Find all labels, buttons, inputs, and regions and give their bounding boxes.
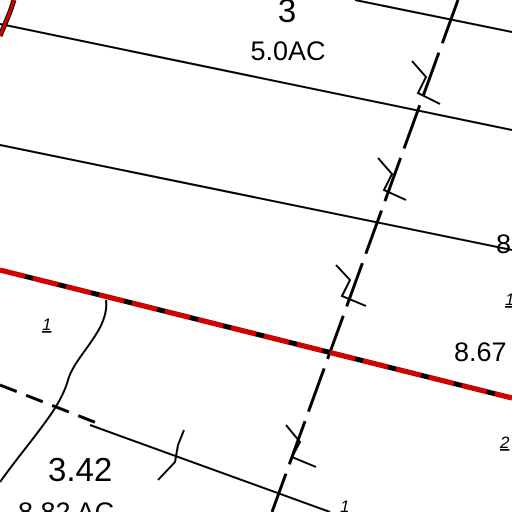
- easement-line-diagonal: [270, 0, 460, 512]
- lot-area-8-67: 8.67: [454, 337, 507, 367]
- lot-ref-1-bottom: 1: [340, 497, 349, 512]
- lot-number-3: 3: [278, 0, 296, 29]
- lot-number-8-partial: 8: [496, 229, 511, 259]
- lot-number-3-42: 3.42: [48, 451, 112, 488]
- lot-ref-1-right: 1: [505, 290, 512, 309]
- lot-ref-1-left: 1: [42, 315, 51, 334]
- break-mark-1: [411, 60, 441, 105]
- easement-lines: [0, 0, 460, 512]
- lot-area-8-82: 8.82 AC: [18, 497, 114, 512]
- break-mark-2: [377, 157, 407, 201]
- boundary-corner-top-left-red: [0, 0, 16, 37]
- lot-area-3: 5.0AC: [250, 36, 325, 66]
- parcel-line-top: [0, 23, 512, 131]
- parcel-line-bottom: [89, 424, 331, 512]
- parcel-line-upper-right: [354, 0, 512, 33]
- subject-boundary: [0, 0, 512, 401]
- easement-line-lower: [0, 383, 103, 427]
- break-mark-3: [335, 264, 367, 307]
- break-marks: [157, 60, 441, 481]
- break-mark-5: [157, 429, 185, 481]
- boundary-line-red: [0, 267, 512, 401]
- creek-line: [0, 299, 108, 483]
- break-mark-4: [285, 424, 317, 468]
- lot-ref-2-right: 2: [499, 433, 510, 452]
- parcel-line-mid: [0, 144, 512, 251]
